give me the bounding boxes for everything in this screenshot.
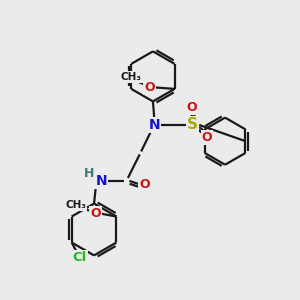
Text: O: O [144,81,155,94]
Text: N: N [96,174,107,188]
Text: H: H [84,167,94,180]
Text: O: O [186,101,196,114]
Text: S: S [187,118,198,133]
Text: O: O [202,131,212,144]
Text: N: N [148,118,160,132]
Text: O: O [90,207,101,220]
Text: CH₃: CH₃ [66,200,87,210]
Text: CH₃: CH₃ [121,72,142,82]
Text: O: O [140,178,150,191]
Text: Cl: Cl [72,251,87,264]
